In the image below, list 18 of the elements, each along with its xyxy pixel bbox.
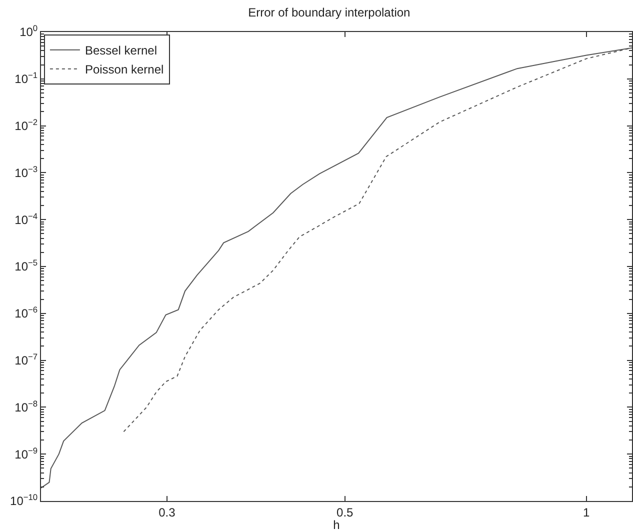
y-tick-label: 10$^{−1}$ bbox=[14, 70, 38, 86]
y-tick-label: 10$^{−2}$ bbox=[14, 116, 38, 133]
chart-title: Error of boundary interpolation bbox=[248, 5, 410, 20]
x-tick-label: 1 bbox=[583, 505, 590, 520]
x-tick-label: 0.5 bbox=[336, 505, 354, 520]
x-tick-label: 0.3 bbox=[158, 505, 176, 520]
x-axis-title: h bbox=[333, 518, 340, 532]
y-tick-label: 10$^{−5}$ bbox=[14, 258, 38, 274]
legend-label: Poisson kernel bbox=[84, 62, 164, 77]
legend-label: Bessel kernel bbox=[84, 44, 157, 58]
y-tick-label: 10$^{−3}$ bbox=[14, 164, 38, 180]
y-tick-label: 10$^{−6}$ bbox=[14, 304, 38, 321]
y-tick-label: 10$^{0}$ bbox=[20, 23, 38, 40]
y-tick-label: 10$^{−4}$ bbox=[14, 210, 38, 227]
y-tick-label: 10$^{−9}$ bbox=[14, 445, 38, 462]
y-tick-label: 10$^{−7}$ bbox=[14, 351, 38, 368]
y-tick-label: 10$^{−8}$ bbox=[14, 398, 38, 414]
y-tick-label: 10$^{−10}$ bbox=[10, 492, 38, 508]
